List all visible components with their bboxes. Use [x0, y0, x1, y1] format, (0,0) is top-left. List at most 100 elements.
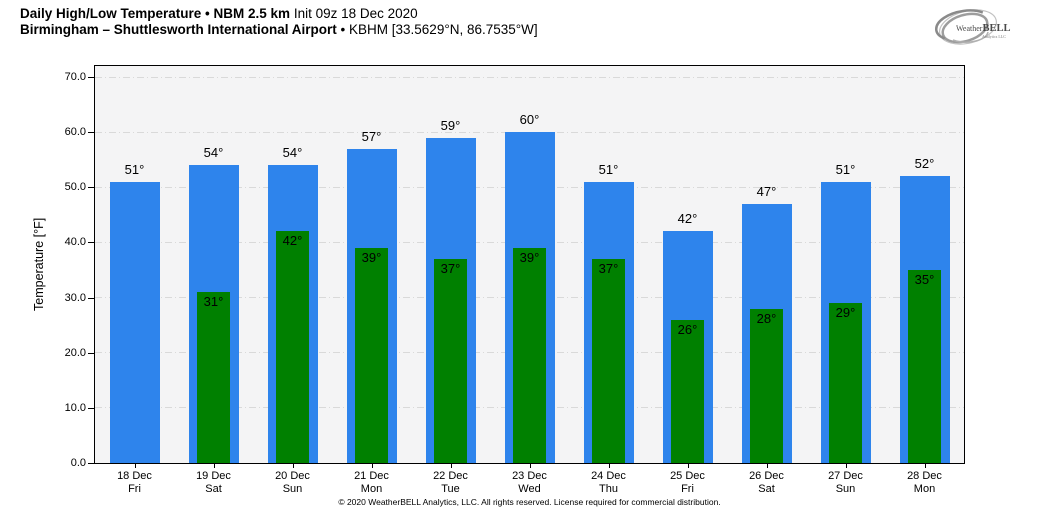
x-tick-day: Sat [205, 483, 222, 495]
chart-title-init: Init 09z 18 Dec 2020 [293, 6, 418, 21]
high-value-label: 51° [124, 161, 145, 177]
x-tick [924, 464, 926, 468]
gridline-70 [95, 76, 964, 78]
y-tick-label: 30.0 [64, 291, 86, 304]
x-tick-day: Mon [913, 483, 936, 495]
low-value-label: 26° [677, 321, 698, 337]
x-tick-label: 22 Dec Tue [411, 470, 490, 496]
y-tick [88, 407, 94, 409]
high-value-label: 52° [914, 156, 935, 172]
x-tick [766, 464, 768, 468]
x-tick-label: 24 Dec Thu [569, 470, 648, 496]
high-bar [109, 181, 160, 463]
x-tick-date: 18 Dec [117, 470, 152, 482]
y-tick-label: 0.0 [70, 457, 86, 469]
low-bar [197, 292, 230, 463]
x-tick-date: 26 Dec [749, 470, 784, 482]
y-tick [88, 187, 94, 189]
low-value-label: 37° [440, 261, 461, 276]
low-value-label: 28° [756, 310, 777, 326]
y-tick-label: 50.0 [64, 181, 86, 194]
x-tick-label: 18 Dec Fri [95, 470, 174, 496]
high-value-label: 59° [440, 117, 461, 133]
low-value-label: 39° [361, 249, 382, 265]
x-tick-day: Mon [360, 483, 383, 495]
x-tick-day: Sun [835, 483, 856, 495]
x-tick-date: 21 Dec [354, 470, 389, 482]
x-tick [292, 464, 294, 468]
low-value-label: 37° [598, 261, 619, 276]
x-tick-label: 27 Dec Sun [806, 470, 885, 496]
weatherbell-logo: WeatherBELL Analytics LLC [928, 2, 1018, 52]
low-bar [829, 303, 862, 463]
y-tick [88, 132, 94, 134]
y-tick-label: 70.0 [64, 71, 86, 84]
low-bar [434, 259, 467, 463]
logo-text: WeatherBELL [956, 23, 1010, 34]
low-value-label: 31° [203, 294, 224, 310]
x-tick-label: 23 Dec Wed [490, 470, 569, 496]
chart-subtitle-coords: • KBHM [33.5629°N, 86.7535°W] [340, 22, 538, 37]
low-value-label: 42° [282, 233, 303, 249]
x-tick-date: 27 Dec [828, 470, 863, 482]
x-tick [687, 464, 689, 468]
x-tick [450, 464, 452, 468]
low-value-label: 35° [914, 272, 935, 288]
x-tick-label: 25 Dec Fri [648, 470, 727, 496]
high-value-label: 51° [835, 161, 856, 177]
chart-subtitle: Birmingham – Shuttlesworth International… [20, 22, 538, 38]
y-tick-label: 10.0 [64, 401, 86, 414]
x-tick-day: Sun [282, 483, 303, 495]
low-bar [592, 259, 625, 463]
copyright-notice: © 2020 WeatherBELL Analytics, LLC. All r… [338, 497, 721, 507]
chart-title: Daily High/Low Temperature • NBM 2.5 km … [20, 6, 538, 22]
y-tick-label: 20.0 [64, 346, 86, 359]
x-tick-label: 19 Dec Sat [174, 470, 253, 496]
y-tick [88, 463, 94, 464]
low-bar [908, 270, 941, 463]
y-tick-label: 60.0 [64, 126, 86, 139]
plot-area: 51° 54° 31° 54° 42° 57° 39° 59° 37° 60° 39° 51° 37° 4… [94, 65, 965, 464]
x-tick-date: 28 Dec [907, 470, 942, 482]
x-tick [371, 464, 373, 468]
x-tick [529, 464, 531, 468]
y-tick [88, 352, 94, 354]
x-tick-label: 21 Dec Mon [332, 470, 411, 496]
chart-header: Daily High/Low Temperature • NBM 2.5 km … [20, 6, 538, 38]
x-tick-day: Tue [441, 483, 460, 495]
x-tick-date: 24 Dec [591, 470, 626, 482]
x-tick-label: 20 Dec Sun [253, 470, 332, 496]
low-value-label: 29° [835, 305, 856, 321]
x-tick-day: Sat [758, 483, 775, 495]
logo-subtext: Analytics LLC [982, 34, 1006, 39]
x-tick [845, 464, 847, 468]
x-tick-day: Wed [518, 483, 541, 495]
high-value-label: 54° [203, 145, 224, 161]
high-value-label: 51° [598, 161, 619, 177]
high-value-label: 54° [282, 145, 303, 161]
weatherbell-logo-swirl-icon: WeatherBELL Analytics LLC [934, 9, 1010, 45]
x-tick-date: 19 Dec [196, 470, 231, 482]
low-bar [276, 231, 309, 463]
low-bar [355, 247, 388, 463]
high-value-label: 60° [519, 112, 540, 128]
low-value-label: 39° [519, 249, 540, 265]
x-tick-date: 20 Dec [275, 470, 310, 482]
low-bar [750, 308, 783, 463]
low-bar [671, 319, 704, 463]
x-tick [213, 464, 215, 468]
y-tick-label: 40.0 [64, 236, 86, 249]
low-bar [513, 247, 546, 463]
high-value-label: 57° [361, 128, 382, 144]
chart-subtitle-station: Birmingham – Shuttlesworth International… [20, 22, 337, 37]
x-tick [134, 464, 136, 468]
y-tick [88, 297, 94, 299]
x-tick-label: 26 Dec Sat [727, 470, 806, 496]
x-tick-date: 22 Dec [433, 470, 468, 482]
x-tick-day: Fri [681, 483, 694, 495]
x-tick-label: 28 Dec Mon [885, 470, 964, 496]
x-tick-day: Fri [128, 483, 141, 495]
y-tick [88, 77, 94, 79]
x-tick [608, 464, 610, 468]
